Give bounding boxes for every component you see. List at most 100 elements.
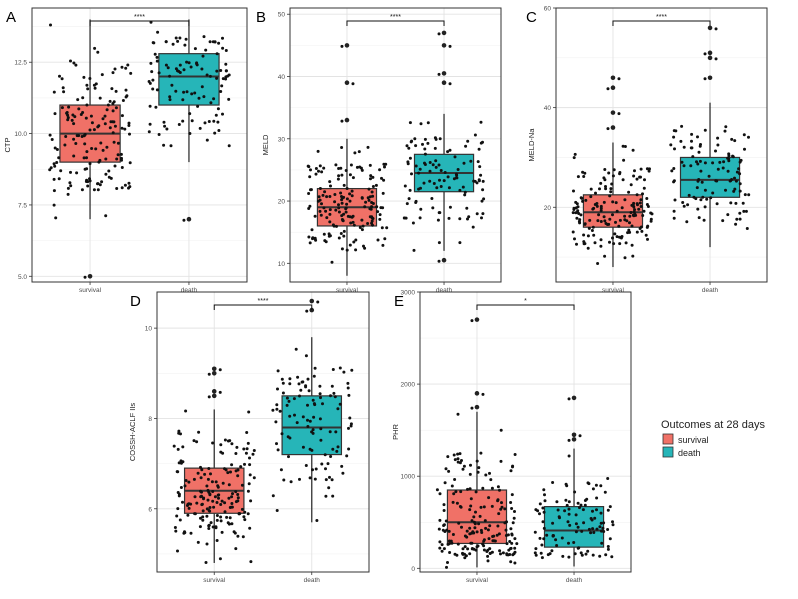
ylabel-d: COSSH-ACLF IIs — [128, 403, 137, 462]
outlier-d-survival — [211, 370, 217, 376]
point-a-death — [196, 104, 200, 108]
point-d-survival — [176, 491, 180, 494]
point-e-survival — [482, 544, 486, 548]
point-e-death — [599, 484, 603, 488]
point-e-survival — [456, 457, 460, 461]
point-a-death — [200, 67, 204, 71]
point-b-survival — [374, 183, 378, 187]
point-b-survival — [351, 220, 355, 224]
point-d-death — [313, 477, 317, 481]
point-d-survival — [177, 429, 181, 433]
point-c-survival — [620, 235, 624, 238]
point-d-survival — [233, 531, 237, 535]
point-c-survival — [604, 185, 607, 188]
point-e-survival — [488, 471, 491, 475]
outlier-c-death — [707, 25, 713, 31]
point-b-death — [433, 146, 437, 150]
point-d-survival — [181, 460, 185, 464]
point-b-survival — [345, 187, 349, 190]
point-e-survival — [490, 486, 494, 490]
outlier-e-survival — [474, 391, 480, 396]
point-b-survival — [349, 221, 353, 225]
point-a-survival — [74, 142, 78, 145]
point-b-survival — [340, 198, 344, 202]
point-e-survival — [483, 519, 487, 523]
point-e-survival — [512, 516, 516, 520]
point-e-survival — [510, 541, 514, 545]
point-d-survival — [249, 560, 253, 564]
point-a-death — [187, 61, 191, 65]
point-e-survival — [456, 542, 460, 546]
point-c-death — [682, 145, 686, 149]
point-c-survival — [611, 200, 615, 204]
point-e-death — [574, 522, 578, 526]
point-a-survival — [103, 114, 107, 118]
xtick-label-a-death: death — [181, 287, 198, 294]
point-d-death — [289, 480, 293, 484]
point-b-survival — [342, 183, 346, 187]
point-d-death — [336, 445, 340, 449]
point-b-survival — [328, 195, 332, 198]
point-a-survival — [107, 175, 111, 179]
outlier-b-death — [441, 30, 447, 36]
point-b-survival — [366, 222, 370, 225]
ytick-label-b: 10 — [278, 261, 286, 268]
point-b-survival — [313, 236, 317, 240]
point-d-death — [312, 402, 316, 406]
point-d-survival — [207, 527, 211, 530]
point-c-death — [672, 180, 676, 184]
point-b-survival — [357, 150, 361, 154]
point-e-survival — [444, 519, 448, 523]
point-e-survival — [460, 525, 463, 529]
point-e-death — [585, 497, 589, 501]
point-c-survival — [637, 207, 641, 211]
point-a-survival — [66, 186, 70, 190]
point-d-death — [308, 419, 312, 423]
point-e-survival — [486, 554, 490, 558]
point-c-death — [733, 139, 737, 143]
point-d-survival — [208, 492, 212, 496]
point-b-survival — [324, 209, 328, 213]
point-e-death — [573, 552, 577, 556]
point-c-survival — [582, 233, 586, 237]
point-c-death — [734, 201, 738, 205]
point-b-survival — [344, 206, 348, 210]
point-e-survival — [448, 551, 452, 554]
point-e-survival — [447, 539, 451, 543]
point-d-survival — [252, 476, 256, 480]
point-d-death — [306, 418, 309, 422]
point-d-survival — [206, 498, 210, 502]
point-a-death — [188, 132, 192, 135]
point-d-survival — [236, 499, 240, 503]
outlier-b-survival — [344, 43, 350, 48]
point-c-survival — [606, 127, 610, 131]
point-c-death — [703, 77, 707, 81]
point-b-survival — [344, 210, 348, 214]
point-d-survival — [195, 440, 199, 444]
point-b-survival — [322, 232, 326, 236]
ytick-label-c: 60 — [544, 6, 552, 13]
point-a-death — [174, 89, 178, 93]
point-e-survival — [461, 467, 465, 471]
point-c-death — [669, 143, 673, 147]
point-e-survival — [446, 455, 450, 459]
point-a-survival — [110, 87, 114, 91]
point-e-survival — [466, 487, 469, 491]
point-c-death — [729, 201, 733, 205]
point-e-death — [550, 549, 554, 553]
point-e-survival — [479, 505, 483, 509]
point-a-survival — [96, 182, 99, 186]
point-a-survival — [94, 147, 98, 151]
point-e-death — [578, 434, 582, 438]
point-a-survival — [114, 106, 118, 110]
point-e-death — [610, 555, 614, 559]
outlier-b-death — [441, 80, 447, 86]
point-d-survival — [219, 443, 223, 447]
point-c-survival — [633, 169, 636, 173]
point-c-survival — [575, 210, 579, 214]
point-a-death — [201, 54, 205, 58]
point-c-survival — [609, 187, 613, 191]
point-a-survival — [101, 148, 105, 152]
point-a-death — [204, 48, 208, 52]
point-a-death — [197, 96, 201, 100]
